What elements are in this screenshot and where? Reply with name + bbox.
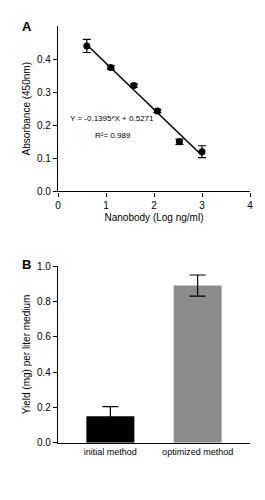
svg-text:0.6: 0.6 <box>37 331 51 342</box>
svg-text:A: A <box>22 19 32 34</box>
svg-text:R²= 0.989: R²= 0.989 <box>95 131 131 140</box>
svg-text:Y = -0.1395*X + 0.5271: Y = -0.1395*X + 0.5271 <box>70 114 154 123</box>
svg-text:1: 1 <box>103 200 109 211</box>
svg-text:1.0: 1.0 <box>37 261 51 272</box>
svg-text:Yield (mg) per liter medium: Yield (mg) per liter medium <box>21 295 32 415</box>
svg-text:0.2: 0.2 <box>37 402 51 413</box>
svg-text:optimized method: optimized method <box>162 447 233 457</box>
svg-text:2: 2 <box>151 200 157 211</box>
svg-text:0.3: 0.3 <box>37 87 51 98</box>
svg-text:4: 4 <box>247 200 253 211</box>
svg-text:Absorbance (450nm): Absorbance (450nm) <box>21 62 32 155</box>
svg-text:initial method: initial method <box>84 447 137 457</box>
svg-text:0.4: 0.4 <box>37 367 51 378</box>
svg-text:3: 3 <box>199 200 205 211</box>
svg-text:0: 0 <box>55 200 61 211</box>
svg-text:B: B <box>22 257 31 272</box>
svg-text:0.8: 0.8 <box>37 296 51 307</box>
svg-text:0.4: 0.4 <box>37 54 51 65</box>
svg-text:0.1: 0.1 <box>37 153 51 164</box>
svg-text:0.2: 0.2 <box>37 120 51 131</box>
svg-text:0.0: 0.0 <box>37 437 51 448</box>
svg-text:0.0: 0.0 <box>37 186 51 197</box>
svg-text:Nanobody (Log ng/ml): Nanobody (Log ng/ml) <box>105 212 204 223</box>
